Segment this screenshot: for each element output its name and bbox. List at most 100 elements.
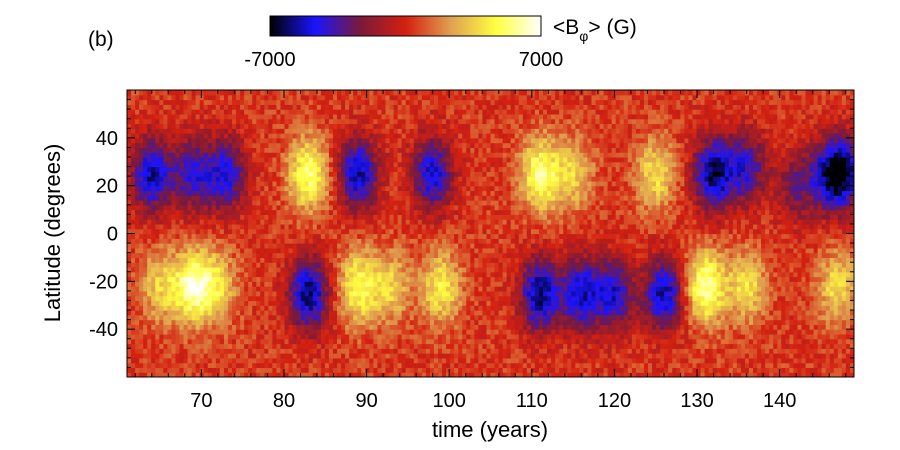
heatmap-cell bbox=[389, 147, 395, 153]
heatmap-cell bbox=[147, 128, 152, 134]
heatmap-cell bbox=[244, 214, 249, 220]
heatmap-cell bbox=[215, 310, 221, 316]
heatmap-cell bbox=[458, 94, 463, 101]
heatmap-cell bbox=[385, 171, 391, 177]
heatmap-cell bbox=[155, 90, 160, 96]
heatmap-cell bbox=[353, 99, 358, 105]
heatmap-cell bbox=[312, 290, 318, 297]
heatmap-cell bbox=[381, 314, 387, 321]
heatmap-cell bbox=[276, 276, 282, 282]
heatmap-cell bbox=[284, 324, 290, 330]
heatmap-cell bbox=[195, 94, 201, 101]
heatmap-cell bbox=[341, 128, 346, 134]
heatmap-cell bbox=[223, 357, 229, 364]
heatmap-cell bbox=[199, 214, 205, 220]
heatmap-cell bbox=[316, 209, 322, 215]
heatmap-cell bbox=[264, 305, 269, 311]
heatmap-cell bbox=[433, 228, 439, 235]
heatmap-cell bbox=[437, 324, 443, 330]
heatmap-cell bbox=[155, 343, 160, 349]
heatmap-cell bbox=[252, 180, 257, 187]
heatmap-cell bbox=[252, 200, 257, 206]
heatmap-cell bbox=[337, 128, 342, 134]
heatmap-cell bbox=[183, 223, 189, 230]
heatmap-cell bbox=[397, 362, 403, 369]
heatmap-cell bbox=[272, 109, 278, 115]
heatmap-cell bbox=[284, 271, 290, 278]
heatmap-cell bbox=[312, 372, 318, 377]
heatmap-cell bbox=[240, 94, 245, 101]
heatmap-cell bbox=[316, 372, 322, 377]
heatmap-cell bbox=[413, 204, 419, 211]
heatmap-cell bbox=[389, 257, 395, 263]
heatmap-cell bbox=[446, 133, 451, 139]
heatmap-cell bbox=[284, 348, 290, 354]
heatmap-cell bbox=[183, 200, 189, 206]
heatmap-cell bbox=[232, 338, 237, 345]
heatmap-cell bbox=[361, 99, 366, 105]
heatmap-cell bbox=[450, 338, 455, 345]
heatmap-cell bbox=[223, 290, 229, 297]
heatmap-cell bbox=[248, 228, 253, 235]
heatmap-cell bbox=[244, 367, 249, 373]
heatmap-cell bbox=[211, 99, 217, 105]
heatmap-cell bbox=[179, 156, 185, 163]
heatmap-cell bbox=[296, 142, 302, 148]
heatmap-cell bbox=[433, 338, 439, 345]
heatmap-cell bbox=[163, 152, 168, 158]
heatmap-cell bbox=[332, 142, 338, 148]
heatmap-cell bbox=[328, 233, 334, 239]
heatmap-cell bbox=[300, 329, 306, 335]
heatmap-cell bbox=[328, 180, 334, 187]
heatmap-cell bbox=[345, 252, 350, 259]
heatmap-cell bbox=[365, 152, 370, 158]
heatmap-cell bbox=[373, 372, 379, 377]
heatmap-cell bbox=[215, 109, 221, 115]
heatmap-cell bbox=[324, 180, 330, 187]
heatmap-cell bbox=[171, 200, 177, 206]
heatmap-cell bbox=[171, 343, 177, 349]
heatmap-cell bbox=[256, 367, 261, 373]
heatmap-cell bbox=[284, 118, 290, 125]
heatmap-cell bbox=[203, 324, 209, 330]
heatmap-cell bbox=[421, 123, 427, 129]
heatmap-cell bbox=[345, 90, 350, 96]
heatmap-cell bbox=[143, 367, 148, 373]
heatmap-cell bbox=[236, 295, 241, 302]
heatmap-cell bbox=[341, 137, 346, 144]
heatmap-cell bbox=[405, 185, 411, 192]
heatmap-cell bbox=[207, 166, 213, 172]
heatmap-cell bbox=[454, 209, 459, 215]
heatmap-cell bbox=[373, 338, 379, 345]
heatmap-cell bbox=[223, 266, 229, 273]
heatmap-cell bbox=[223, 329, 229, 335]
heatmap-cell bbox=[183, 156, 189, 163]
heatmap-cell bbox=[240, 295, 245, 302]
heatmap-cell bbox=[349, 276, 354, 282]
heatmap-cell bbox=[268, 233, 273, 239]
heatmap-cell bbox=[369, 281, 374, 287]
heatmap-cell bbox=[369, 137, 374, 144]
heatmap-cell bbox=[256, 137, 261, 144]
heatmap-cell bbox=[361, 118, 366, 125]
heatmap-cell bbox=[316, 113, 322, 120]
heatmap-cell bbox=[401, 180, 407, 187]
heatmap-cell bbox=[219, 357, 225, 364]
heatmap-cell bbox=[417, 286, 423, 292]
heatmap-cell bbox=[223, 142, 229, 148]
heatmap-cell bbox=[155, 324, 160, 330]
heatmap-cell bbox=[175, 94, 181, 101]
heatmap-cell bbox=[341, 161, 346, 168]
heatmap-cell bbox=[320, 338, 326, 345]
heatmap-cell bbox=[292, 156, 298, 163]
heatmap-cell bbox=[312, 286, 318, 292]
heatmap-cell bbox=[397, 300, 403, 306]
heatmap-cell bbox=[199, 147, 205, 153]
heatmap-cell bbox=[320, 109, 326, 115]
heatmap-cell bbox=[425, 195, 431, 201]
heatmap-cell bbox=[288, 290, 294, 297]
heatmap-cell bbox=[135, 99, 140, 105]
heatmap-cell bbox=[227, 310, 233, 316]
heatmap-cell bbox=[337, 185, 342, 192]
heatmap-cell bbox=[248, 252, 253, 259]
